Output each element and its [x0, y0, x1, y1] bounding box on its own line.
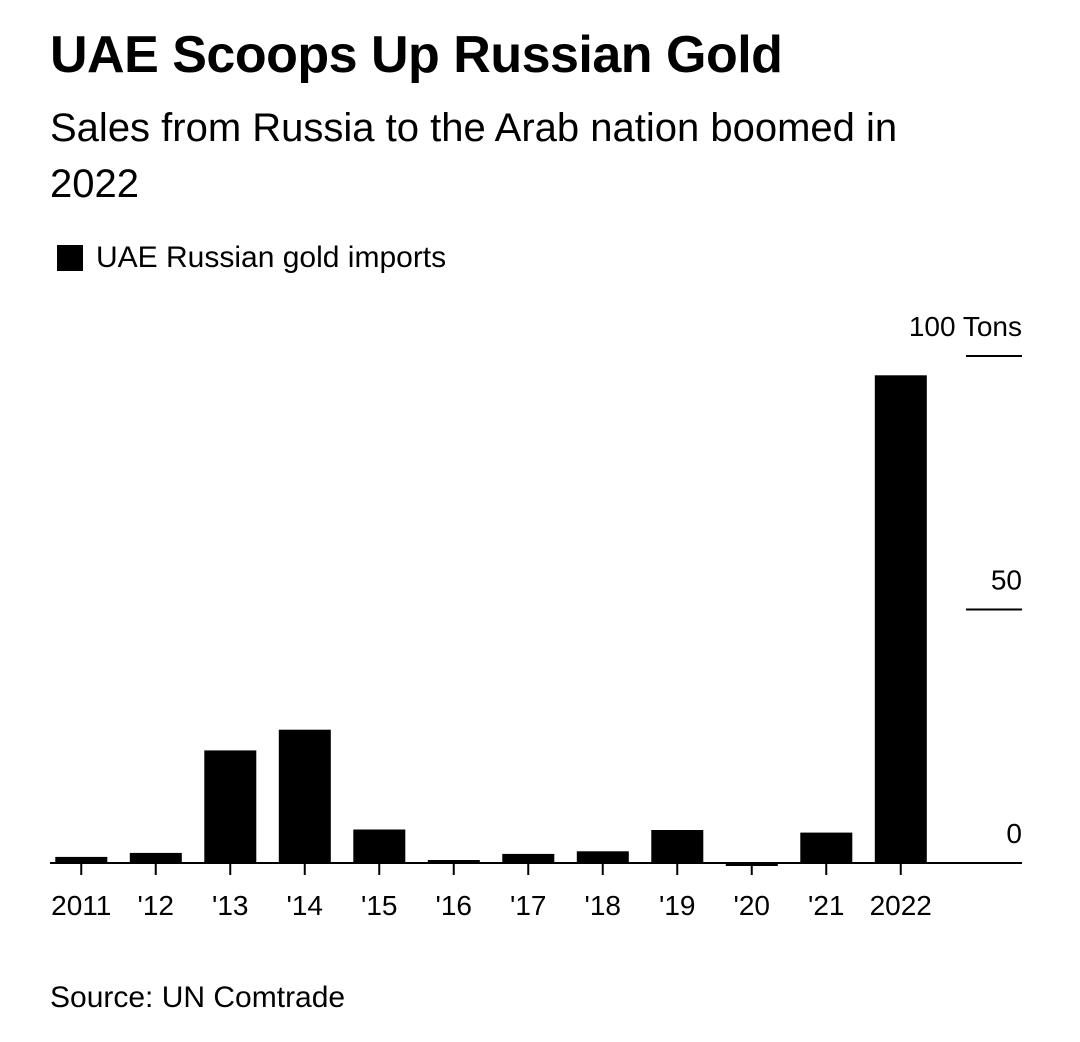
x-axis: 2011 '12 '13 '14 '15 '16 '17 '18 '19 '20 '21 2022 — [50, 862, 1022, 921]
x-tick-label: 2011 — [51, 890, 111, 921]
bar-17 — [502, 853, 555, 863]
y-tick-label: 50 — [991, 565, 1022, 596]
chart-subtitle: Sales from Russia to the Arab nation boo… — [50, 106, 898, 206]
legend: UAE Russian gold imports — [57, 238, 446, 278]
x-tick-label: '18 — [585, 890, 622, 921]
bar-2022 — [874, 375, 927, 863]
bars — [55, 375, 927, 866]
chart-title: UAE Scoops Up Russian Gold — [50, 26, 783, 84]
source-note: Source: UN Comtrade — [50, 981, 346, 1014]
x-tick-label: 2022 — [870, 890, 932, 921]
x-tick-label: '12 — [138, 890, 175, 921]
bar-2011 — [55, 856, 108, 863]
x-tick-label: '21 — [808, 890, 845, 921]
x-tick-label: '17 — [510, 890, 547, 921]
y-axis: 100 Tons 50 0 — [909, 311, 1022, 849]
bar-19 — [651, 830, 704, 863]
legend-swatch — [57, 245, 83, 271]
bar-18 — [576, 851, 629, 863]
x-tick-label: '14 — [287, 890, 324, 921]
bar-13 — [204, 750, 257, 863]
x-tick-label: '16 — [436, 890, 473, 921]
x-tick-label: '19 — [659, 890, 696, 921]
bar-15 — [353, 829, 406, 863]
x-tick-label: '15 — [361, 890, 398, 921]
bar-14 — [278, 729, 331, 863]
legend-label: UAE Russian gold imports — [96, 241, 447, 274]
x-tick-label: '13 — [212, 890, 249, 921]
bar-21 — [800, 832, 853, 863]
bar-12 — [129, 852, 182, 863]
x-tick-label: '20 — [734, 890, 771, 921]
bar-16 — [427, 860, 480, 863]
y-tick-label: 0 — [1006, 818, 1022, 849]
y-tick-label: 100 Tons — [909, 311, 1022, 342]
